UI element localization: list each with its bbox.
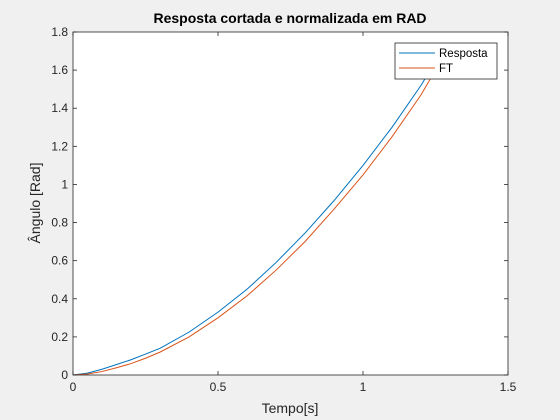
series-line-1: [73, 66, 434, 375]
y-tick-label: 1.8: [51, 25, 68, 39]
x-tick-label: 0.5: [210, 380, 227, 394]
x-tick-label: 1.5: [500, 380, 517, 394]
legend-label-2: FT: [439, 63, 453, 75]
y-tick-label: 0.2: [51, 330, 68, 344]
y-tick-label: 1.6: [51, 63, 68, 77]
legend-box: [394, 42, 498, 80]
chart-title: Resposta cortada e normalizada em RAD: [153, 10, 426, 26]
y-tick-label: 1.2: [51, 139, 68, 153]
series-layer: [73, 66, 436, 375]
axes-box: [72, 31, 509, 376]
x-axis-title: Tempo[s]: [262, 400, 319, 416]
y-tick-label: 1: [61, 177, 68, 191]
y-tick-label: 0: [61, 368, 68, 382]
y-tick-label: 0.8: [51, 216, 68, 230]
y-tick-label: 0.4: [51, 292, 68, 306]
y-axis-title: Ângulo [Rad]: [27, 163, 43, 244]
series-line-2: [73, 69, 436, 375]
plot-area: [73, 32, 508, 375]
y-tick-label: 1.4: [51, 101, 68, 115]
legend: Resposta FT: [394, 42, 498, 80]
legend-label-1: Resposta: [439, 48, 488, 60]
x-tick-label: 0: [70, 380, 77, 394]
ticks-layer: 0 0.5 1 1.5 0 0.2 0.4 0.6 0.8 1 1.2 1.4 1.6 1.8: [51, 25, 516, 394]
y-tick-label: 0.6: [51, 254, 68, 268]
x-tick-label: 1: [360, 380, 367, 394]
